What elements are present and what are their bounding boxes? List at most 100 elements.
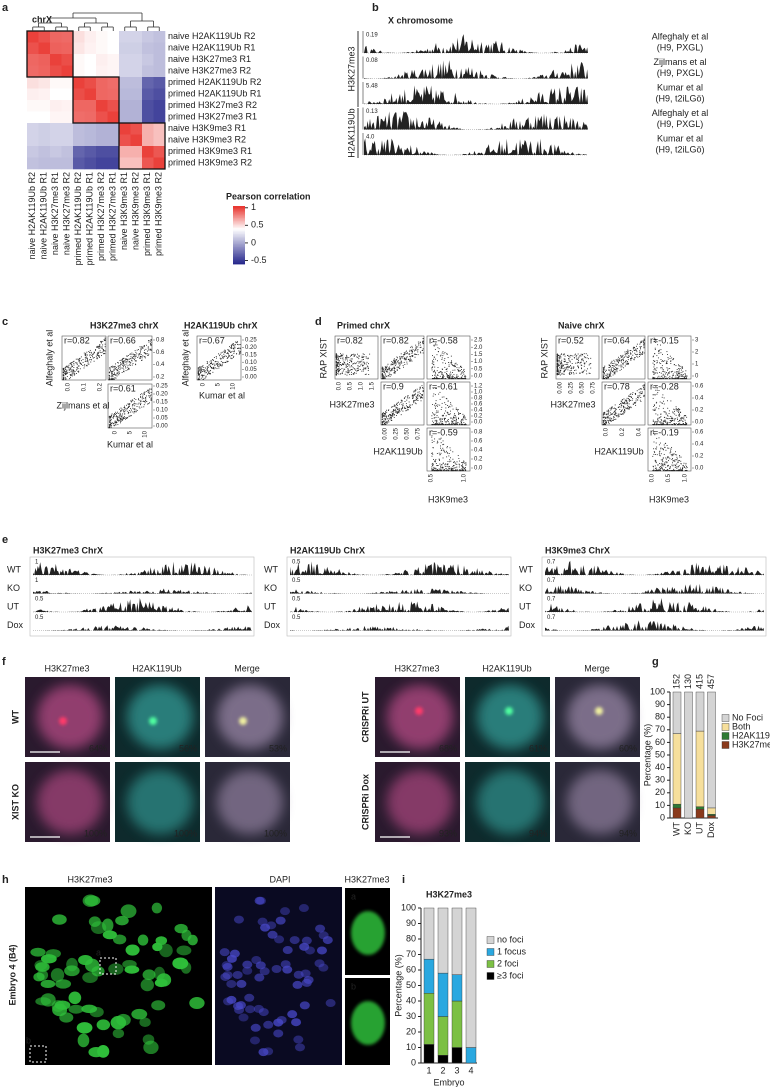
- scatter-point: [578, 358, 579, 359]
- scatter-point: [71, 370, 72, 371]
- scatter-point: [113, 371, 114, 372]
- scatter-point: [685, 422, 686, 423]
- scatter-point: [410, 358, 411, 359]
- scatter-point: [85, 355, 86, 356]
- scatter-point: [452, 451, 453, 452]
- row-label: primed H3K9me3 R1: [168, 146, 252, 156]
- scatter-point: [111, 423, 112, 424]
- scatter-point: [561, 368, 562, 369]
- nucleus: [217, 770, 283, 834]
- scatter-point: [668, 368, 669, 369]
- scatter-point: [347, 364, 348, 365]
- scatter-point: [87, 361, 88, 362]
- scatter-point: [434, 424, 435, 425]
- heatmap-cell: [39, 146, 51, 158]
- scatter-point: [446, 398, 447, 399]
- scatter-point: [129, 403, 130, 404]
- scatter-point: [418, 394, 419, 395]
- scatter-point: [622, 399, 623, 400]
- scatter-point: [658, 353, 659, 354]
- scatter-point: [614, 361, 615, 362]
- scatter-point: [454, 424, 455, 425]
- scatter-point: [420, 352, 421, 353]
- scatter-point: [69, 369, 70, 370]
- scatter-point: [202, 377, 203, 378]
- scatter-point: [391, 364, 392, 365]
- panel-label: d: [315, 316, 322, 328]
- scatter-point: [605, 377, 606, 378]
- panel-title: H2AK119Ub chrX: [184, 320, 258, 330]
- scatter-point: [611, 368, 612, 369]
- scatter-point: [603, 374, 604, 375]
- scatter-point: [445, 410, 446, 411]
- scatter-point: [584, 363, 585, 364]
- scatter-point: [115, 366, 116, 367]
- scatter-point: [392, 368, 393, 369]
- scatter-point: [667, 361, 668, 362]
- scatter-point: [443, 463, 444, 464]
- scatter-point: [641, 389, 642, 390]
- scatter-point: [142, 395, 143, 396]
- scatter-point: [343, 358, 344, 359]
- scatter-point: [460, 421, 461, 422]
- scatter-point: [563, 374, 564, 375]
- scatter-point: [208, 372, 209, 373]
- scatter-point: [402, 405, 403, 406]
- scatter-point: [209, 364, 210, 365]
- scatter-point: [678, 466, 679, 467]
- nucleus: [567, 770, 633, 834]
- scatter-point: [659, 452, 660, 453]
- scatter-point: [144, 352, 145, 353]
- scatter-point: [445, 407, 446, 408]
- scatter-point: [76, 373, 77, 374]
- scatter-point: [616, 370, 617, 371]
- scatter-point: [408, 409, 409, 410]
- scatter-point: [456, 408, 457, 409]
- scatter-point: [384, 423, 385, 424]
- scatter-point: [109, 372, 110, 373]
- scatter-point: [662, 464, 663, 465]
- tick-label: 0.25: [156, 384, 168, 390]
- panel-label: i: [402, 874, 405, 886]
- scatter-point: [399, 368, 400, 369]
- heatmap-cell: [131, 158, 143, 170]
- heatmap-cell: [85, 112, 97, 124]
- scatter-point: [613, 375, 614, 376]
- scatter-point: [453, 417, 454, 418]
- scatter-point: [143, 347, 144, 348]
- scatter-point: [131, 353, 132, 354]
- scatter-point: [634, 350, 635, 351]
- scatter-point: [610, 418, 611, 419]
- scatter-point: [461, 424, 462, 425]
- scatter-point: [141, 346, 142, 347]
- scatter-point: [663, 369, 664, 370]
- scatter-point: [121, 421, 122, 422]
- scatter-point: [139, 403, 140, 404]
- scatter-point: [564, 358, 565, 359]
- scatter-point: [439, 464, 440, 465]
- scatter-point: [672, 375, 673, 376]
- nucleus: [280, 907, 290, 915]
- scatter-point: [385, 418, 386, 419]
- scatter-point: [635, 354, 636, 355]
- track-signal: [364, 138, 588, 155]
- scatter-point: [394, 371, 395, 372]
- scatter-point: [384, 416, 385, 417]
- scatter-point: [463, 420, 464, 421]
- scatter-point: [74, 361, 75, 362]
- scatter-point: [678, 373, 679, 374]
- row-label: Dox: [264, 620, 281, 630]
- scatter-point: [394, 362, 395, 363]
- scatter-point: [382, 378, 383, 379]
- scatter-point: [569, 360, 570, 361]
- scatter-point: [223, 358, 224, 359]
- scatter-point: [216, 358, 217, 359]
- scatter-point: [145, 349, 146, 350]
- scatter-point: [685, 420, 686, 421]
- scatter-point: [453, 462, 454, 463]
- scatter-point: [65, 373, 66, 374]
- scatter-point: [457, 364, 458, 365]
- scatter-point: [201, 368, 202, 369]
- scatter-point: [436, 420, 437, 421]
- scatter-point: [456, 376, 457, 377]
